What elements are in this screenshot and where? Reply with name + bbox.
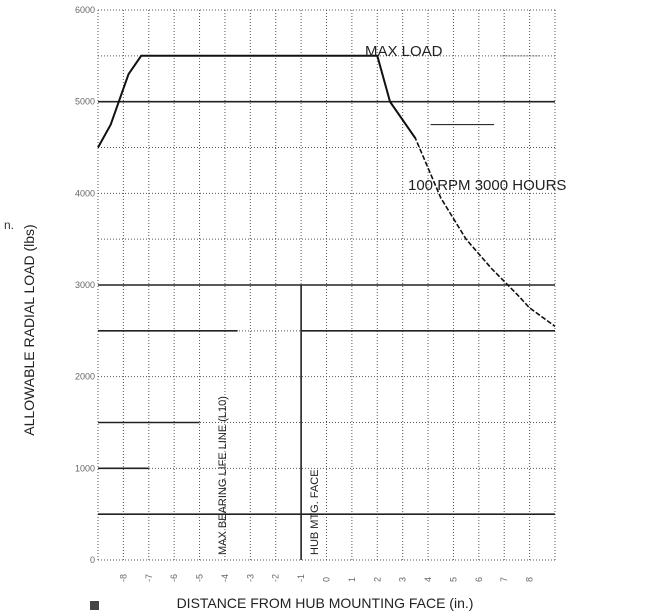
series-line-1	[389, 101, 556, 327]
x-tick-label: -6	[169, 574, 179, 582]
x-tick-label: 3	[398, 577, 408, 582]
x-tick-label: -7	[144, 574, 154, 582]
y-tick-label: 6000	[75, 5, 95, 15]
rpm-hours-label: 100 RPM 3000 HOURS	[408, 177, 566, 194]
hub-mtg-face-label: HUB MTG. FACE	[309, 469, 321, 555]
x-tick-label: -5	[195, 574, 205, 582]
x-tick-label: 1	[347, 577, 357, 582]
x-tick-label: 8	[525, 577, 535, 582]
x-tick-label: 4	[423, 577, 433, 582]
max-load-label: MAX LOAD	[365, 43, 443, 60]
corner-marker	[90, 601, 99, 610]
y-axis-label: ALLOWABLE RADIAL LOAD (lbs)	[21, 224, 37, 435]
x-axis-label: DISTANCE FROM HUB MOUNTING FACE (in.)	[177, 595, 474, 611]
stray-text: n.	[4, 218, 15, 232]
x-tick-label: 6	[474, 577, 484, 582]
x-tick-label: -2	[271, 574, 281, 582]
y-tick-label: 0	[90, 555, 95, 565]
tick-labels: -8 -7 -6 -5 -4 -3 -2 -1 0 1 2 3 4 5 6 7 8 0 1000 2000 3000 40…	[75, 5, 535, 582]
y-tick-label: 2000	[75, 372, 95, 382]
bearing-life-label: MAX BEARING LIFE LINE (L10)	[217, 396, 229, 555]
y-tick-label: 1000	[75, 463, 95, 473]
series-group	[97, 54, 556, 327]
x-tick-label: -4	[220, 574, 230, 582]
y-tick-label: 3000	[75, 280, 95, 290]
x-tick-label: 0	[322, 577, 332, 582]
x-tick-label: 5	[448, 577, 458, 582]
x-tick-label: -3	[245, 574, 255, 582]
y-tick-label: 4000	[75, 188, 95, 198]
x-tick-label: -8	[118, 574, 128, 582]
x-tick-label: 2	[372, 577, 382, 582]
x-tick-label: -1	[296, 574, 306, 582]
emphasis-lines	[98, 100, 555, 560]
x-tick-label: 7	[499, 577, 509, 582]
y-tick-label: 5000	[75, 97, 95, 107]
